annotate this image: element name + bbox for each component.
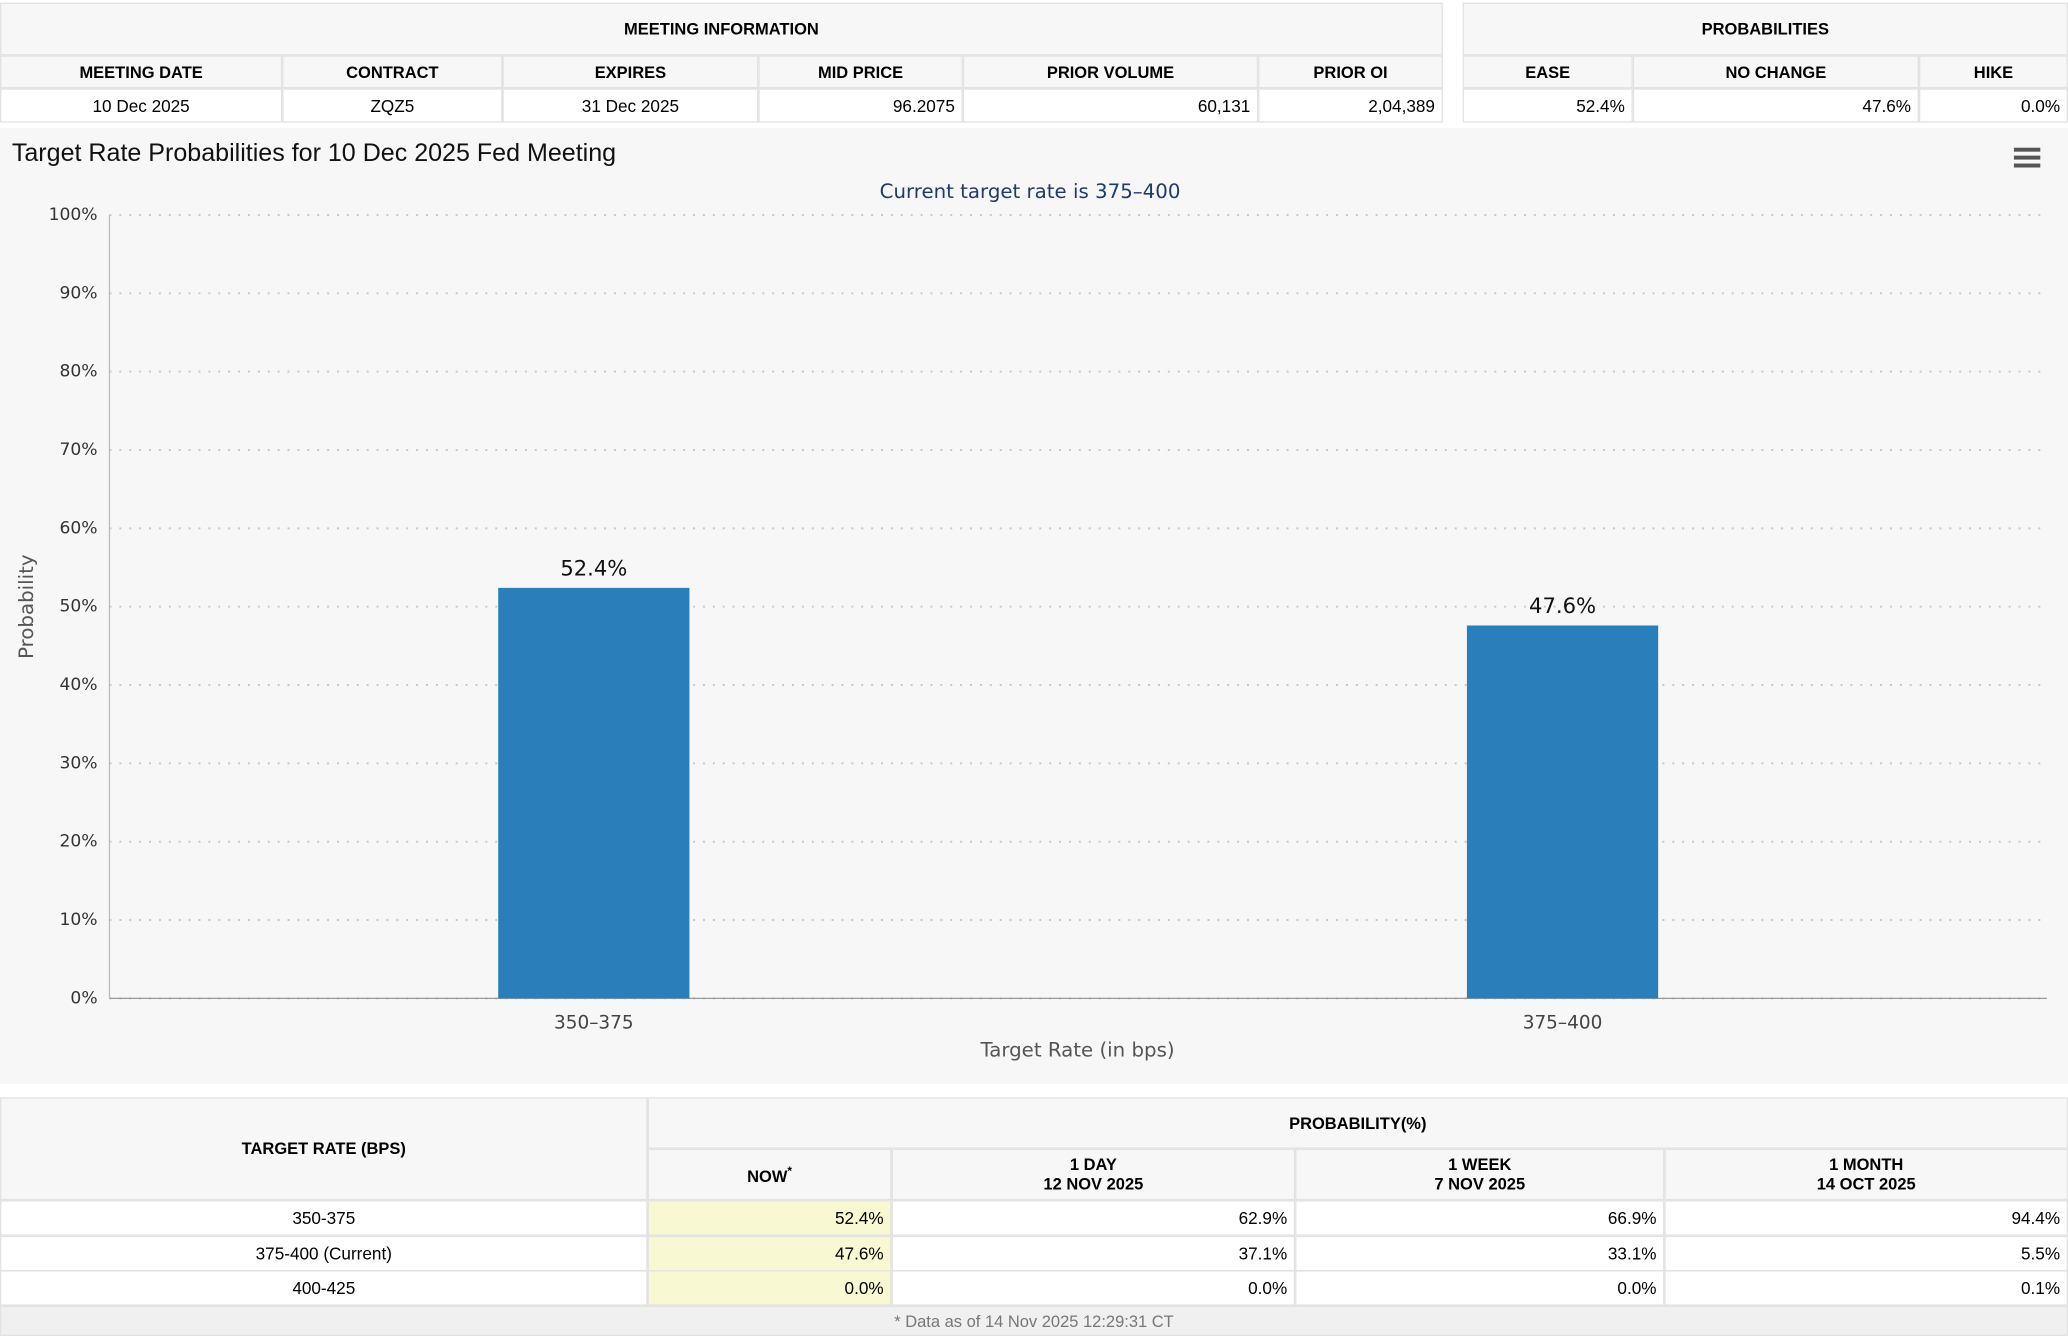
column-header: 1 DAY 12 NOV 2025 [891,1148,1296,1201]
column-header: CONTRACT [282,55,503,89]
y-axis-title: Probability [15,554,38,659]
data-label: 47.6% [1529,593,1596,618]
column-header: EXPIRES [502,55,759,89]
column-label: 1 WEEK [1448,1154,1512,1174]
rate-cell: 375-400 (Current) [0,1235,648,1271]
y-tick-label: 100% [49,205,98,225]
rate-cell: 400-425 [0,1270,648,1307]
column-label: 1 MONTH [1829,1154,1904,1174]
probability-cell: 0.1% [1664,1270,2068,1307]
probability-cell: 66.9% [1295,1200,1665,1236]
y-tick-label: 80% [60,362,98,382]
x-tick-label: 350–375 [554,1012,634,1033]
chart: Target Rate Probabilities for 10 Dec 202… [0,127,2068,1085]
y-tick-label: 10% [60,910,98,930]
probability-cell: 0.0% [1295,1270,1665,1307]
probability-cell: 62.9% [891,1200,1296,1236]
column-header: 1 MONTH 14 OCT 2025 [1664,1148,2068,1201]
y-tick-label: 60% [60,518,98,538]
table-cell: 0.0% [1918,88,2068,123]
column-date: 7 NOV 2025 [1434,1174,1526,1193]
column-header: NO CHANGE [1632,55,1919,89]
column-label: 1 DAY [1069,1154,1117,1174]
column-date: 12 NOV 2025 [1043,1174,1144,1193]
table-cell: 60,131 [962,88,1259,123]
y-tick-label: 70% [60,440,98,460]
column-header: EASE [1462,55,1633,89]
table-cell: ZQZ5 [282,88,503,123]
chart-background [0,127,2068,1085]
table-cell: 96.2075 [758,88,963,123]
probability-cell: 0.0% [891,1270,1296,1307]
y-tick-label: 20% [60,832,98,852]
probability-cell: 33.1% [1295,1235,1665,1271]
column-header: MID PRICE [758,55,963,89]
probability-cell: 47.6% [647,1235,892,1271]
table-cell: 2,04,389 [1258,88,1443,123]
probability-cell: 0.0% [647,1270,892,1307]
menu-bar[interactable] [2013,163,2041,168]
y-tick-label: 0% [70,988,97,1008]
footnote-marker: * [787,1164,793,1178]
y-tick-label: 40% [60,675,98,695]
chart-subtitle: Current target rate is 375–400 [880,180,1181,203]
menu-bar[interactable] [2013,147,2041,152]
chart-title: Target Rate Probabilities for 10 Dec 202… [12,139,616,167]
column-header: MEETING DATE [0,55,283,89]
data-label: 52.4% [560,555,627,580]
column-date: 14 OCT 2025 [1816,1174,1916,1193]
table-cell: 47.6% [1632,88,1919,123]
bar [1466,625,1659,999]
y-tick-label: 50% [60,597,98,617]
column-header: HIKE [1918,55,2068,89]
table-title: PROBABILITIES [1462,2,2068,56]
probability-cell: 5.5% [1664,1235,2068,1271]
table-title: MEETING INFORMATION [0,2,1443,56]
column-label-line: NOW* [747,1162,792,1187]
probability-cell: 52.4% [647,1200,892,1236]
column-header: PRIOR VOLUME [962,55,1259,89]
probability-cell: 94.4% [1664,1200,2068,1236]
x-axis-title: Target Rate (in bps) [979,1039,1174,1062]
column-header: NOW* [647,1148,892,1201]
column-header: 1 WEEK 7 NOV 2025 [1295,1148,1665,1201]
table-cell: 31 Dec 2025 [502,88,759,123]
y-tick-label: 90% [60,283,98,303]
y-tick-label: 30% [60,753,98,773]
rate-cell: 350-375 [0,1200,648,1236]
table-cell: 52.4% [1462,88,1633,123]
footnote: * Data as of 14 Nov 2025 12:29:31 CT [0,1305,2068,1336]
bar [498,587,690,999]
table-cell: 10 Dec 2025 [0,88,283,123]
x-tick-label: 375–400 [1523,1012,1603,1033]
group-header: PROBABILITY(%) [647,1097,2068,1149]
probability-cell: 37.1% [891,1235,1296,1271]
row-header: TARGET RATE (BPS) [0,1097,648,1201]
column-header: PRIOR OI [1258,55,1443,89]
menu-bar[interactable] [2013,155,2041,160]
menu-icon[interactable] [2013,147,2041,168]
column-label: NOW [747,1167,788,1186]
